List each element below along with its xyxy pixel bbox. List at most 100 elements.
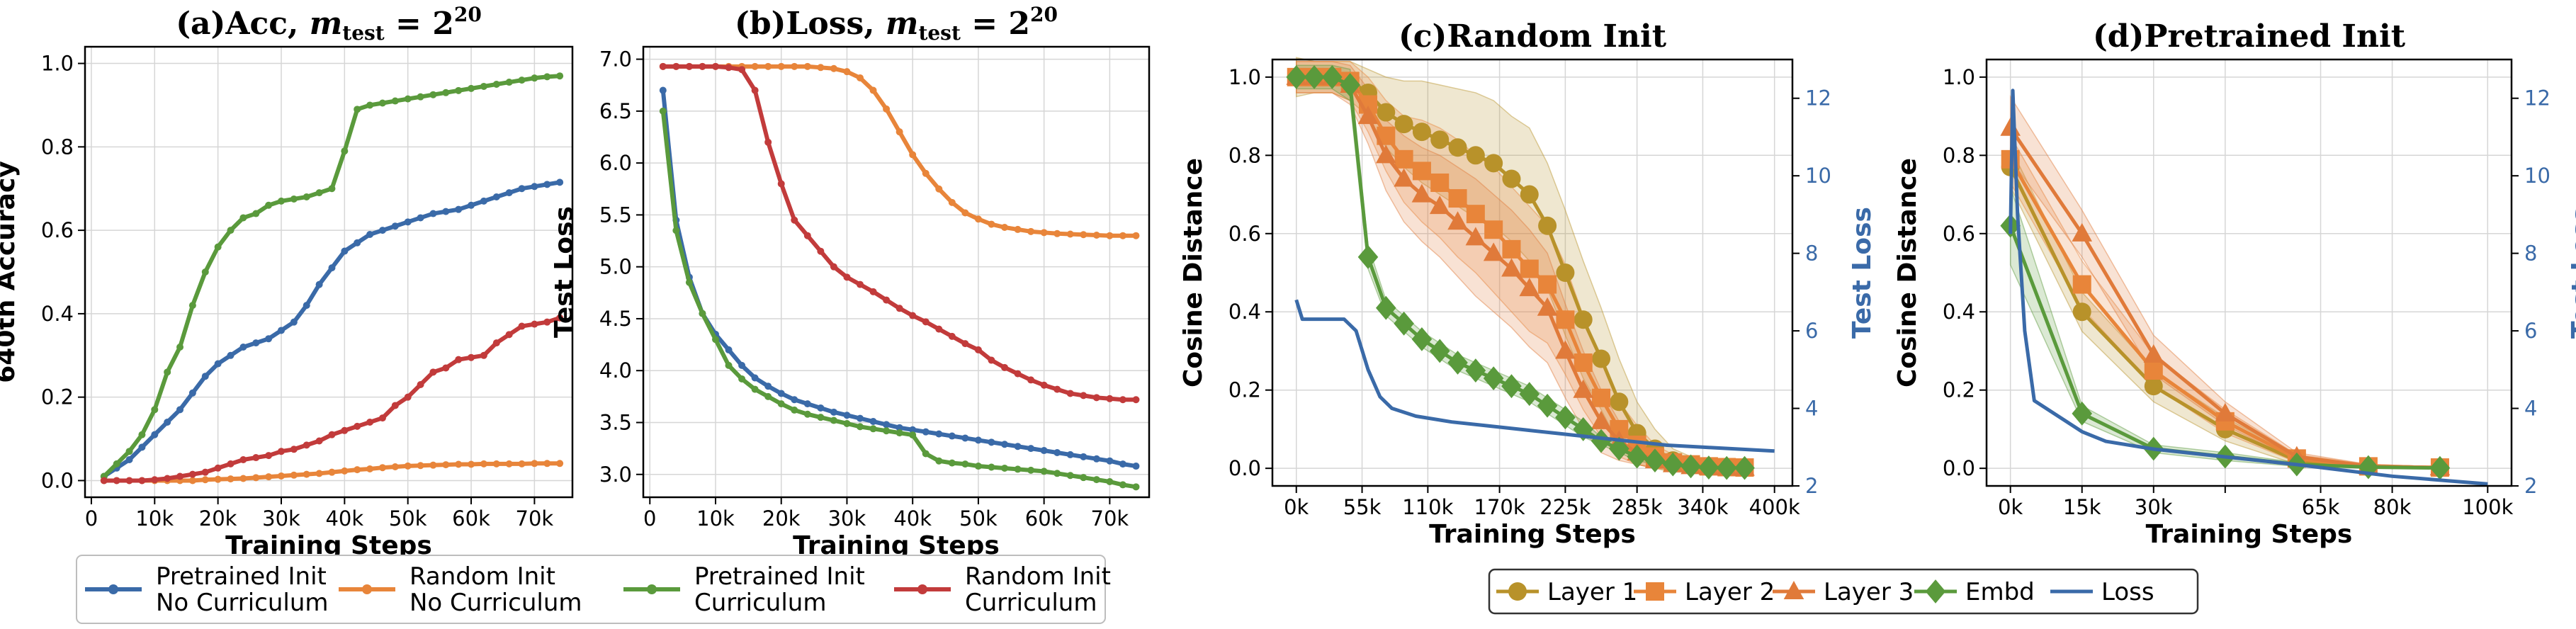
y-right-tick-label: 8 [2524,242,2537,266]
data-point [290,318,298,326]
y-tick-label: 0.2 [1228,378,1261,402]
legend-right: Layer 1 Layer 2 Layer 3 Embd Loss [1488,568,2199,615]
data-point [277,327,285,334]
data-point [1501,374,1522,399]
x-tick-label: 400k [1749,495,1800,519]
legend-label: Layer 3 [1824,578,1914,606]
data-point [1448,138,1467,157]
data-point [176,344,184,351]
data-point [531,183,538,191]
data-point [961,340,969,348]
data-point [480,351,487,359]
data-point [751,374,759,382]
data-point [961,460,969,468]
data-point [2072,401,2093,426]
data-point [214,360,222,368]
data-point [214,243,222,251]
y-tick-label: 1.0 [1228,65,1261,89]
data-point [138,443,146,451]
panel-title: (b)Loss, mtest = 220 [735,3,1058,45]
data-point [214,475,222,483]
data-point [1716,455,1737,480]
data-point [543,73,551,81]
y-tick-label: 5.5 [599,203,632,227]
data-point [138,431,146,438]
legend-label: Loss [2101,578,2154,606]
y-tick-label: 0.4 [1228,300,1261,324]
data-point [188,470,196,478]
data-point [2072,275,2091,294]
data-point [857,280,864,288]
data-point [791,62,798,70]
data-point [1411,327,1433,351]
data-point [2143,344,2164,363]
data-point [429,461,437,469]
y-axis-label: Cosine Distance [1179,158,1208,387]
data-point [1591,410,1612,429]
plot-frame [1271,58,1794,487]
data-point [492,193,500,200]
data-point [1520,259,1539,278]
data-point [1610,392,1629,412]
data-point [909,151,917,159]
data-point [252,210,260,217]
data-point [366,465,374,472]
data-point [896,305,903,312]
data-point [857,414,864,422]
data-point [315,437,323,445]
data-point [1092,231,1100,239]
data-point [935,430,943,438]
data-point [404,218,412,226]
data-point [303,470,310,478]
data-point [164,475,171,482]
data-point [791,216,798,224]
data-point [883,421,891,429]
data-point [672,227,680,234]
data-point [100,477,108,484]
data-point [1340,72,1360,97]
data-point [2144,377,2163,396]
data-point [857,423,864,431]
data-point [1132,396,1140,404]
y-right-tick-label: 10 [2524,164,2550,188]
data-point [1538,275,1557,294]
data-point [227,460,235,468]
data-point [543,318,551,326]
legend-label: No Curriculum [156,589,329,617]
data-point [725,64,733,72]
data-point [1132,483,1140,491]
data-point [1092,394,1100,402]
data-point [1555,340,1576,359]
y-tick-label: 0.8 [1943,143,1975,167]
data-point [265,201,273,209]
data-point [869,425,877,433]
data-point [455,205,463,213]
data-point [659,107,667,115]
x-axis-label: Training Steps [2146,520,2353,549]
data-point [265,452,273,460]
data-point [1001,223,1008,231]
x-tick-label: 30k [262,506,300,531]
data-point [1502,239,1521,259]
data-point [201,468,209,476]
data-point [857,74,864,81]
data-point [455,356,463,363]
data-point [817,414,825,421]
data-point [685,278,693,286]
data-point [1501,258,1522,277]
data-point [468,353,475,361]
x-tick-label: 340k [1677,495,1728,519]
data-point [366,419,374,426]
data-point [751,62,759,70]
data-point [188,302,196,310]
data-point [1680,454,1701,479]
x-tick-label: 285k [1612,495,1663,519]
data-point [125,456,133,463]
data-point [974,346,982,353]
data-point [1412,162,1431,181]
x-tick-label: 70k [516,506,554,531]
data-point [909,312,917,319]
data-point [843,419,851,427]
data-point [315,470,323,477]
title-part: test [342,21,385,45]
